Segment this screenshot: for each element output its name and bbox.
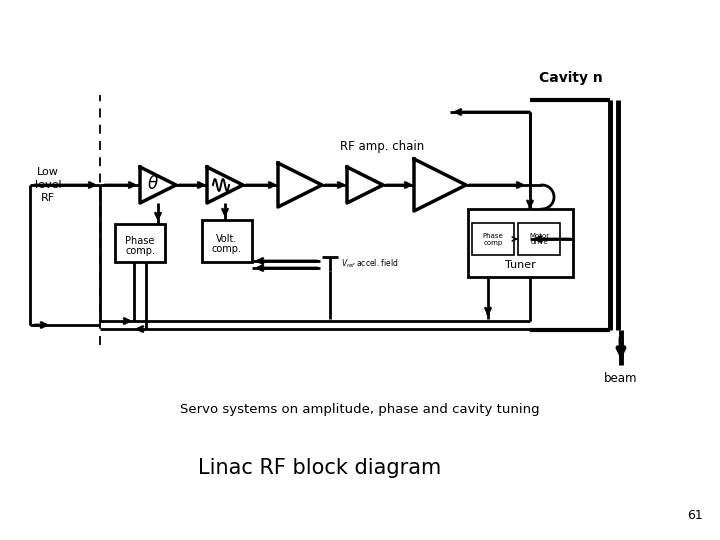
- Bar: [518, 223, 560, 255]
- Text: Servo systems on amplitude, phase and cavity tuning: Servo systems on amplitude, phase and ca…: [180, 403, 540, 416]
- Text: Volt.: Volt.: [216, 234, 238, 244]
- Text: Motor
drive: Motor drive: [529, 233, 549, 246]
- Text: Phase
comp: Phase comp: [482, 233, 503, 246]
- Bar: [115, 224, 165, 262]
- Bar: [468, 209, 573, 277]
- Text: comp.: comp.: [125, 246, 155, 256]
- Text: Low: Low: [37, 167, 59, 177]
- Text: Linac RF block diagram: Linac RF block diagram: [199, 458, 441, 478]
- Text: RF: RF: [41, 193, 55, 203]
- Bar: [202, 220, 252, 262]
- Text: level: level: [35, 180, 61, 190]
- Text: comp.: comp.: [212, 244, 242, 254]
- Text: 61: 61: [688, 509, 703, 522]
- Text: Tuner: Tuner: [505, 260, 536, 270]
- Bar: [472, 223, 514, 255]
- Text: RF amp. chain: RF amp. chain: [340, 140, 424, 153]
- Text: Cavity n: Cavity n: [539, 71, 603, 85]
- Text: Phase: Phase: [125, 236, 155, 246]
- Text: $V_{ref}$ accel. field: $V_{ref}$ accel. field: [341, 258, 399, 270]
- Text: beam: beam: [604, 372, 638, 385]
- Text: $\theta$: $\theta$: [147, 175, 159, 193]
